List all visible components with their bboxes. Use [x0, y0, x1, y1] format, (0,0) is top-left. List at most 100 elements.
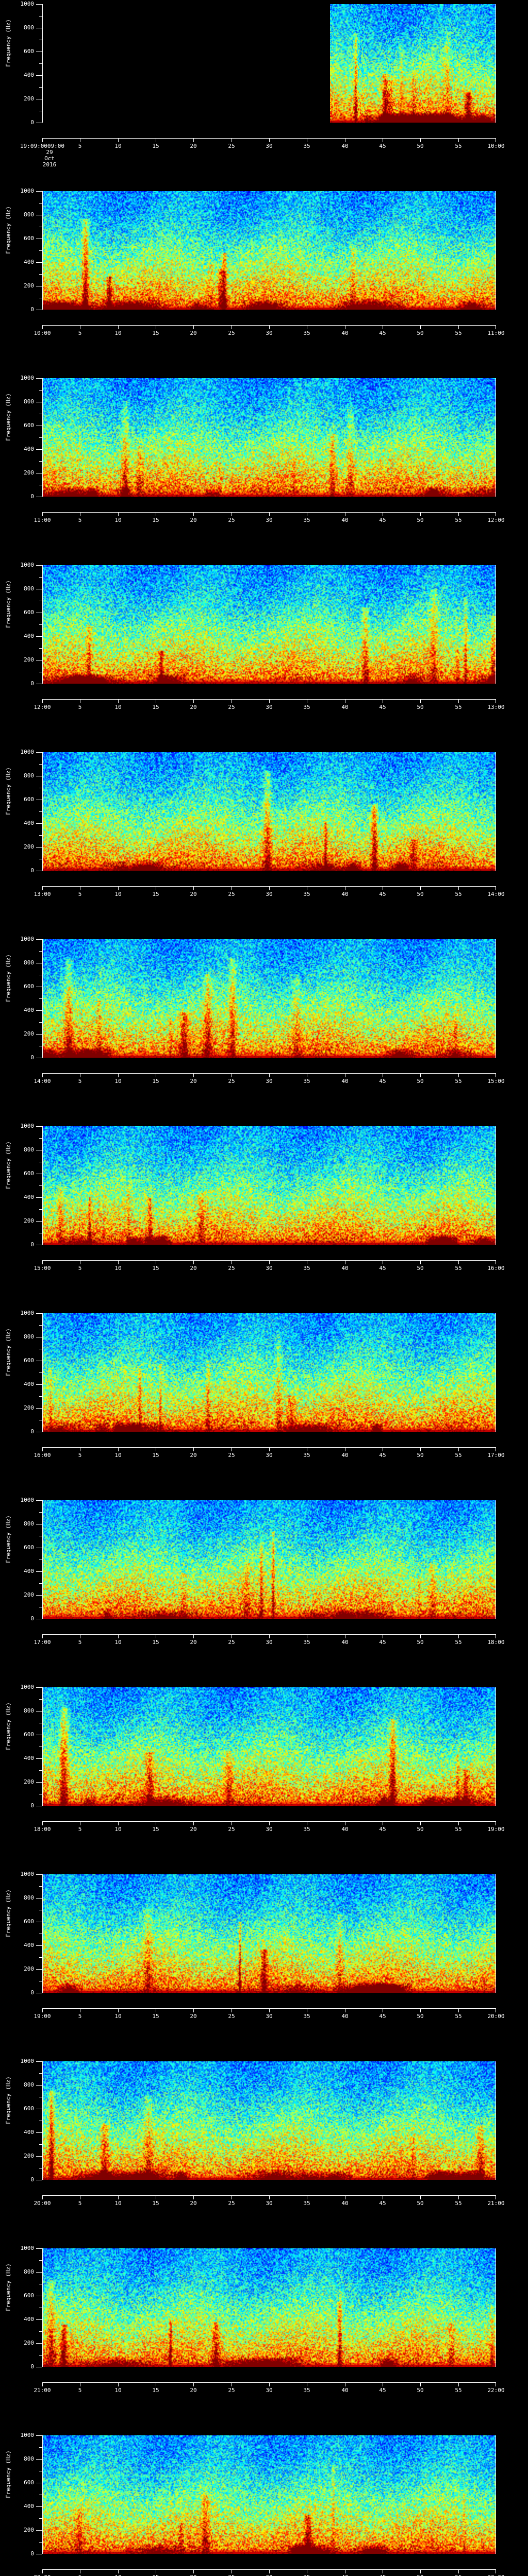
x-axis-tick — [193, 2009, 194, 2012]
x-axis-tick — [118, 1635, 119, 1638]
y-axis-title: Frequency (Hz) — [5, 2450, 12, 2498]
y-axis-tick-label: 400 — [24, 633, 34, 639]
spectrogram-plot-area — [42, 191, 496, 310]
y-axis-tick-label: 800 — [24, 398, 34, 405]
y-axis-tick — [36, 636, 42, 637]
x-axis-tick — [269, 513, 270, 516]
spectrogram-plot-area — [42, 1313, 496, 1432]
y-axis-tick-label: 600 — [24, 1170, 34, 1177]
x-axis-tick — [118, 326, 119, 329]
x-axis-tick — [458, 1635, 459, 1638]
x-axis-tick — [420, 513, 421, 516]
y-axis-tick-label: 0 — [30, 119, 34, 126]
x-axis-tick-label: 17:00 — [34, 1639, 51, 1646]
y-axis-tick — [36, 1687, 42, 1688]
y-axis-tick-label: 0 — [30, 2363, 34, 2370]
y-axis-tick — [36, 2343, 42, 2344]
date-label: 29 Oct 2016 — [43, 149, 57, 168]
x-axis-tick-label: 5 — [78, 1265, 82, 1272]
x-axis-tick-label: 35 — [303, 2200, 310, 2207]
y-axis-tick-label: 200 — [24, 2153, 34, 2159]
x-axis-tick-label: 5 — [78, 1639, 82, 1646]
y-axis-tick-label: 200 — [24, 1591, 34, 1598]
y-axis-tick-label: 200 — [24, 1030, 34, 1037]
x-axis-tick-label: 35 — [303, 143, 310, 149]
y-axis-tick-label: 400 — [24, 2129, 34, 2136]
x-axis-tick — [193, 2383, 194, 2386]
x-axis-tick-label: 5 — [78, 2013, 82, 2020]
spectrogram-plot-area — [42, 1126, 496, 1245]
y-axis-tick-label: 1000 — [20, 1497, 35, 1503]
y-axis-minor-tick — [39, 1396, 42, 1397]
x-axis-tick-label: 30 — [266, 704, 273, 710]
x-axis-tick — [420, 2009, 421, 2012]
y-axis-tick-label: 800 — [24, 2081, 34, 2088]
x-axis-tick — [269, 1635, 270, 1638]
y-axis-tick-label: 600 — [24, 2292, 34, 2299]
y-axis-tick — [36, 262, 42, 263]
y-axis-tick — [36, 1969, 42, 1970]
x-axis-tick-label: 5 — [78, 1078, 82, 1084]
y-axis-tick-label: 0 — [30, 680, 34, 687]
y-axis-tick — [36, 565, 42, 566]
y-axis-title: Frequency (Hz) — [5, 206, 12, 254]
x-axis-tick-label: 22:00 — [34, 2574, 51, 2576]
y-axis-tick-label: 400 — [24, 1942, 34, 1948]
y-axis-minor-tick — [39, 1185, 42, 1186]
spectrogram-panel: 1000 800 600 400 200 0 Frequency (Hz) 10:00 5 10 1… — [0, 187, 528, 374]
x-axis-tick-label: 45 — [379, 704, 386, 710]
x-axis-tick — [458, 700, 459, 703]
y-axis-tick — [36, 4, 42, 5]
x-axis — [42, 1821, 496, 1825]
x-axis-tick-label: 5 — [78, 1452, 82, 1459]
y-axis-tick — [36, 2506, 42, 2507]
y-axis-minor-tick — [39, 1138, 42, 1139]
y-axis-tick-label: 600 — [24, 235, 34, 242]
y-axis-tick-label: 600 — [24, 422, 34, 429]
x-axis-tick-label: 13:00 — [34, 891, 51, 897]
x-axis-tick — [420, 1448, 421, 1451]
x-axis-tick — [269, 1822, 270, 1825]
x-axis-tick — [42, 1261, 43, 1264]
y-axis-tick — [36, 2272, 42, 2273]
x-axis — [42, 2008, 496, 2012]
x-axis-tick-label: 55 — [455, 1078, 462, 1084]
y-axis-minor-tick — [39, 1022, 42, 1023]
x-axis-tick-label: 15 — [152, 1452, 159, 1459]
x-axis-tick — [118, 2383, 119, 2386]
y-axis-title: Frequency (Hz) — [5, 1702, 12, 1750]
x-axis-tick — [420, 2570, 421, 2573]
spectrogram-image — [43, 565, 496, 684]
x-axis-tick — [269, 326, 270, 329]
x-axis-tick — [420, 2196, 421, 2199]
x-axis-tick — [118, 2009, 119, 2012]
x-axis-tick — [458, 1261, 459, 1264]
y-axis-tick — [36, 2085, 42, 2086]
x-axis-tick-label: 35 — [303, 1826, 310, 1833]
x-axis-tick — [193, 887, 194, 890]
y-axis-tick-label: 400 — [24, 2316, 34, 2323]
x-axis-tick-label: 15 — [152, 1826, 159, 1833]
x-axis-tick-label: 55 — [455, 2013, 462, 2020]
y-axis-tick — [36, 1500, 42, 1501]
y-axis-tick-label: 800 — [24, 24, 34, 31]
y-axis-tick-label: 0 — [30, 1615, 34, 1622]
x-axis-tick-label: 20 — [190, 891, 197, 897]
y-axis-tick-label: 200 — [24, 1965, 34, 1972]
x-axis-tick-label: 45 — [379, 891, 386, 897]
y-axis-tick-label: 800 — [24, 1894, 34, 1901]
y-axis-tick-label: 800 — [24, 2268, 34, 2275]
y-axis-tick-label: 800 — [24, 1707, 34, 1714]
y-axis-minor-tick — [39, 1512, 42, 1513]
y-axis-tick — [36, 939, 42, 940]
x-axis-tick-label: 20 — [190, 517, 197, 523]
y-axis-minor-tick — [39, 1957, 42, 1958]
x-axis-tick-label: 5 — [78, 2574, 82, 2576]
y-axis-tick-label: 400 — [24, 2503, 34, 2510]
y-axis-title: Frequency (Hz) — [5, 2076, 12, 2124]
x-axis-tick-label: 15:00 — [34, 1265, 51, 1272]
x-axis-tick — [420, 2383, 421, 2386]
y-axis-minor-tick — [39, 250, 42, 251]
y-axis-minor-tick — [39, 2073, 42, 2074]
y-axis-tick — [36, 378, 42, 379]
